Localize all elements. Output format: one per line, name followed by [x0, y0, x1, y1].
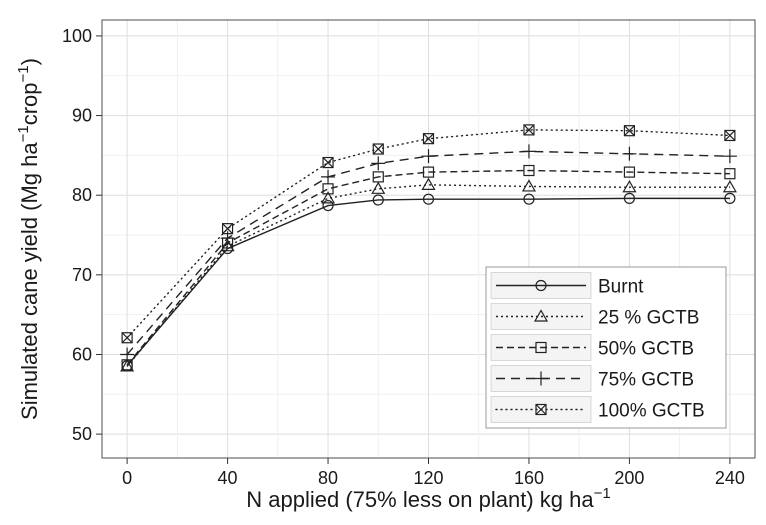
series-line	[126, 150, 730, 355]
triangle-marker	[321, 191, 336, 204]
legend-label: 50% GCTB	[598, 339, 694, 360]
y-axis-label: Simulated cane yield (Mg ha−1crop−1)	[15, 58, 42, 420]
legend: Burnt 25 % GCTB 50% GCTB 75% GCTB 100% GCTB	[485, 266, 727, 429]
box-x-marker-cross	[322, 157, 334, 168]
plus-marker	[321, 169, 336, 184]
box-x-marker	[372, 143, 384, 155]
plus-marker	[722, 149, 737, 164]
plus-marker	[421, 149, 436, 164]
circle-marker	[623, 192, 636, 204]
x-axis-label-text: N applied (75% less on plant) kg ha	[246, 487, 594, 512]
square-marker	[623, 166, 636, 178]
square-marker	[372, 171, 384, 183]
triangle-marker	[421, 177, 436, 190]
x-tick-label: 240	[715, 468, 745, 488]
x-tick-label: 120	[413, 468, 443, 488]
legend-entry: 50% GCTB	[490, 334, 694, 361]
circle-marker	[535, 279, 547, 292]
x-tick-label: 80	[318, 468, 338, 488]
circle-marker	[422, 193, 435, 205]
triangle-marker	[120, 359, 135, 372]
box-x-marker	[724, 129, 736, 142]
box-x-marker	[322, 156, 334, 169]
box-x-marker	[121, 332, 133, 344]
x-tick-label: 200	[614, 468, 644, 488]
y-tick-label: 60	[72, 344, 92, 364]
legend-label: 75% GCTB	[598, 370, 694, 391]
x-tick-label: 160	[514, 468, 544, 488]
plus-marker	[622, 146, 637, 161]
series-line	[126, 169, 730, 366]
legend-entry: 25 % GCTB	[490, 303, 699, 330]
x-tick-label: 0	[122, 468, 132, 488]
x-axis-label-exponent: −1	[594, 485, 611, 502]
series-line	[126, 129, 731, 339]
box-x-marker	[422, 133, 435, 145]
y-axis-label-part: Simulated cane yield (Mg ha	[17, 142, 42, 420]
square-marker	[422, 166, 435, 178]
legend-label: Burnt	[598, 277, 644, 298]
y-tick-label: 50	[72, 424, 92, 444]
box-x-marker	[535, 403, 547, 416]
circle-marker	[724, 192, 736, 204]
legend-entry: Burnt	[490, 272, 644, 299]
box-x-marker-cross	[623, 125, 635, 137]
box-x-marker-cross	[523, 124, 535, 136]
triangle-marker	[371, 181, 386, 194]
circle-marker	[322, 199, 334, 212]
triangle-marker	[521, 179, 536, 192]
series-2	[120, 177, 737, 372]
circle-marker	[523, 193, 535, 205]
series-group	[120, 124, 737, 372]
box-x-marker	[221, 223, 234, 235]
triangle-marker	[533, 309, 549, 322]
x-tick-label: 40	[218, 468, 238, 488]
box-x-marker-cross	[222, 223, 234, 235]
y-tick-label: 70	[72, 265, 92, 285]
y-axis-label-exponent: −1	[15, 65, 32, 82]
y-axis-label-exponent: −1	[15, 125, 32, 142]
series-line	[126, 184, 730, 367]
box-x-marker-cross	[535, 404, 547, 415]
legend-entry: 75% GCTB	[490, 365, 694, 392]
plus-marker	[534, 371, 548, 386]
box-x-marker	[523, 124, 535, 136]
plus-marker	[120, 347, 135, 362]
series-4	[120, 144, 737, 362]
plus-marker	[521, 144, 536, 159]
triangle-marker	[622, 180, 637, 193]
y-tick-label: 80	[72, 185, 92, 205]
box-x-marker-cross	[724, 130, 736, 141]
triangle-marker	[220, 238, 235, 252]
series-line	[126, 197, 730, 367]
box-x-marker-cross	[423, 133, 434, 145]
legend-label: 100% GCTB	[598, 401, 705, 422]
square-marker	[523, 164, 535, 177]
legend-label: 25 % GCTB	[598, 308, 699, 329]
x-axis-label: N applied (75% less on plant) kg ha−1	[246, 485, 610, 512]
box-x-marker-cross	[121, 332, 133, 344]
legend-entry: 100% GCTB	[490, 396, 705, 423]
axis-ticks: 0 40 80 120 160 200 240 50 60 70 80 90 100	[62, 26, 745, 488]
circle-marker	[372, 194, 384, 206]
series-5	[121, 124, 736, 344]
y-axis-label-part: )	[17, 58, 42, 65]
y-axis-label-part: crop	[17, 82, 42, 125]
plus-marker	[371, 156, 386, 171]
y-tick-label: 100	[62, 26, 92, 46]
y-tick-label: 90	[72, 106, 92, 126]
triangle-marker	[722, 180, 737, 193]
box-x-marker	[623, 125, 636, 137]
square-marker	[535, 341, 547, 354]
square-marker	[724, 168, 736, 180]
box-x-marker-cross	[372, 143, 384, 155]
